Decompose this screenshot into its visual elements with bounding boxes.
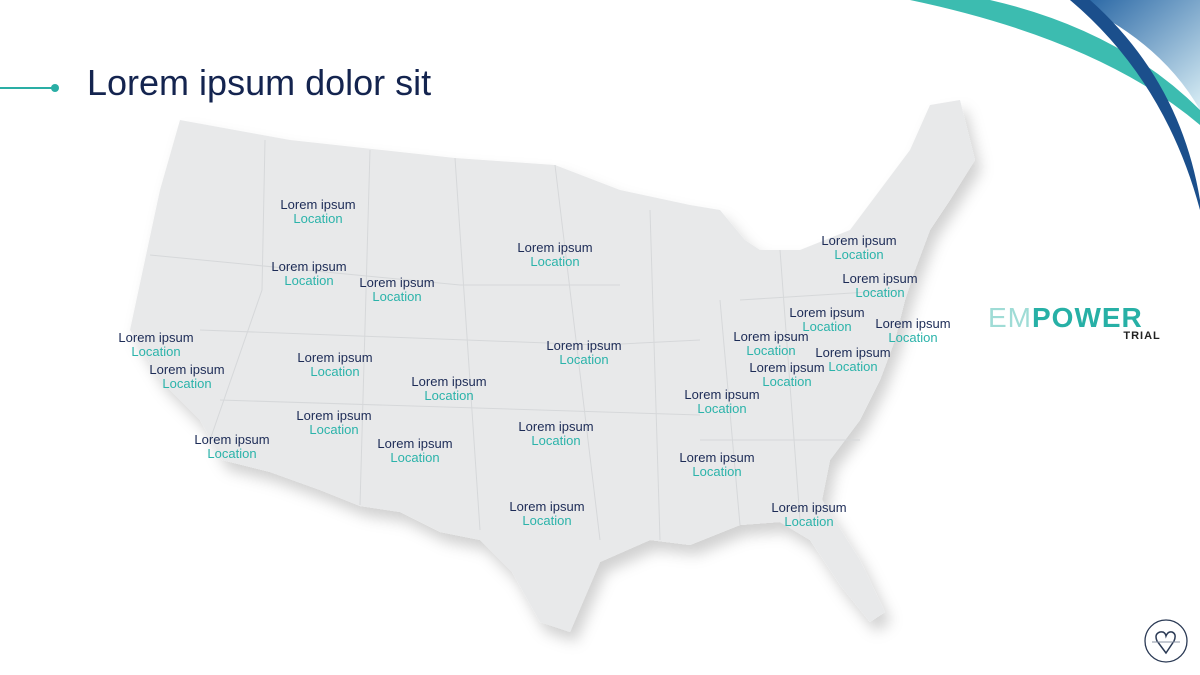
- location-label: Lorem ipsum Location: [297, 351, 372, 379]
- location-name: Lorem ipsum: [280, 197, 356, 212]
- location-label: Lorem ipsum Location: [118, 331, 193, 359]
- location-label: Lorem ipsum Location: [749, 361, 824, 389]
- location-name: Lorem ipsum: [842, 271, 918, 286]
- location-place: Location: [284, 273, 334, 288]
- location-name: Lorem ipsum: [297, 350, 373, 365]
- us-outline: [130, 100, 975, 632]
- location-label: Lorem ipsum Location: [509, 500, 584, 528]
- location-name: Lorem ipsum: [749, 360, 825, 375]
- location-name: Lorem ipsum: [733, 329, 809, 344]
- location-place: Location: [531, 433, 581, 448]
- location-name: Lorem ipsum: [296, 408, 372, 423]
- location-name: Lorem ipsum: [359, 275, 435, 290]
- location-label: Lorem ipsum Location: [842, 272, 917, 300]
- logo-text-power: POWER: [1032, 302, 1143, 333]
- location-place: Location: [784, 514, 834, 529]
- location-name: Lorem ipsum: [546, 338, 622, 353]
- location-name: Lorem ipsum: [518, 419, 594, 434]
- location-name: Lorem ipsum: [771, 500, 847, 515]
- location-label: Lorem ipsum Location: [280, 198, 355, 226]
- location-place: Location: [162, 376, 212, 391]
- location-name: Lorem ipsum: [875, 316, 951, 331]
- location-name: Lorem ipsum: [789, 305, 865, 320]
- location-label: Lorem ipsum Location: [679, 451, 754, 479]
- page-title: Lorem ipsum dolor sit: [87, 62, 432, 103]
- location-place: Location: [855, 285, 905, 300]
- location-name: Lorem ipsum: [517, 240, 593, 255]
- location-label: Lorem ipsum Location: [517, 241, 592, 269]
- title-accent-dot: [51, 84, 59, 92]
- location-place: Location: [828, 359, 878, 374]
- location-place: Location: [424, 388, 474, 403]
- location-label: Lorem ipsum Location: [546, 339, 621, 367]
- location-label: Lorem ipsum Location: [359, 276, 434, 304]
- location-label: Lorem ipsum Location: [149, 363, 224, 391]
- location-place: Location: [293, 211, 343, 226]
- location-label: Lorem ipsum Location: [194, 433, 269, 461]
- location-place: Location: [834, 247, 884, 262]
- logo-text-em: EM: [988, 302, 1032, 333]
- location-label: Lorem ipsum Location: [789, 306, 864, 334]
- location-label: Lorem ipsum Location: [733, 330, 808, 358]
- location-name: Lorem ipsum: [679, 450, 755, 465]
- location-place: Location: [559, 352, 609, 367]
- location-place: Location: [390, 450, 440, 465]
- location-place: Location: [207, 446, 257, 461]
- title-accent-line: [0, 87, 54, 89]
- location-place: Location: [309, 422, 359, 437]
- location-name: Lorem ipsum: [118, 330, 194, 345]
- location-label: Lorem ipsum Location: [271, 260, 346, 288]
- location-label: Lorem ipsum Location: [821, 234, 896, 262]
- location-place: Location: [697, 401, 747, 416]
- location-place: Location: [530, 254, 580, 269]
- heart-pin-icon: [1144, 619, 1188, 663]
- location-name: Lorem ipsum: [815, 345, 891, 360]
- location-place: Location: [522, 513, 572, 528]
- location-label: Lorem ipsum Location: [518, 420, 593, 448]
- location-name: Lorem ipsum: [377, 436, 453, 451]
- logo-text-trial: TRIAL: [1123, 330, 1161, 342]
- location-label: Lorem ipsum Location: [377, 437, 452, 465]
- location-place: Location: [762, 374, 812, 389]
- location-place: Location: [802, 319, 852, 334]
- location-label: Lorem ipsum Location: [875, 317, 950, 345]
- location-label: Lorem ipsum Location: [684, 388, 759, 416]
- location-name: Lorem ipsum: [509, 499, 585, 514]
- location-place: Location: [372, 289, 422, 304]
- location-name: Lorem ipsum: [271, 259, 347, 274]
- location-label: Lorem ipsum Location: [815, 346, 890, 374]
- location-place: Location: [131, 344, 181, 359]
- location-name: Lorem ipsum: [821, 233, 897, 248]
- location-name: Lorem ipsum: [194, 432, 270, 447]
- location-label: Lorem ipsum Location: [771, 501, 846, 529]
- location-place: Location: [746, 343, 796, 358]
- empower-trial-logo: EMPOWER TRIAL: [988, 302, 1160, 342]
- location-name: Lorem ipsum: [684, 387, 760, 402]
- location-name: Lorem ipsum: [149, 362, 225, 377]
- location-name: Lorem ipsum: [411, 374, 487, 389]
- location-place: Location: [692, 464, 742, 479]
- location-place: Location: [310, 364, 360, 379]
- location-label: Lorem ipsum Location: [411, 375, 486, 403]
- location-place: Location: [888, 330, 938, 345]
- location-label: Lorem ipsum Location: [296, 409, 371, 437]
